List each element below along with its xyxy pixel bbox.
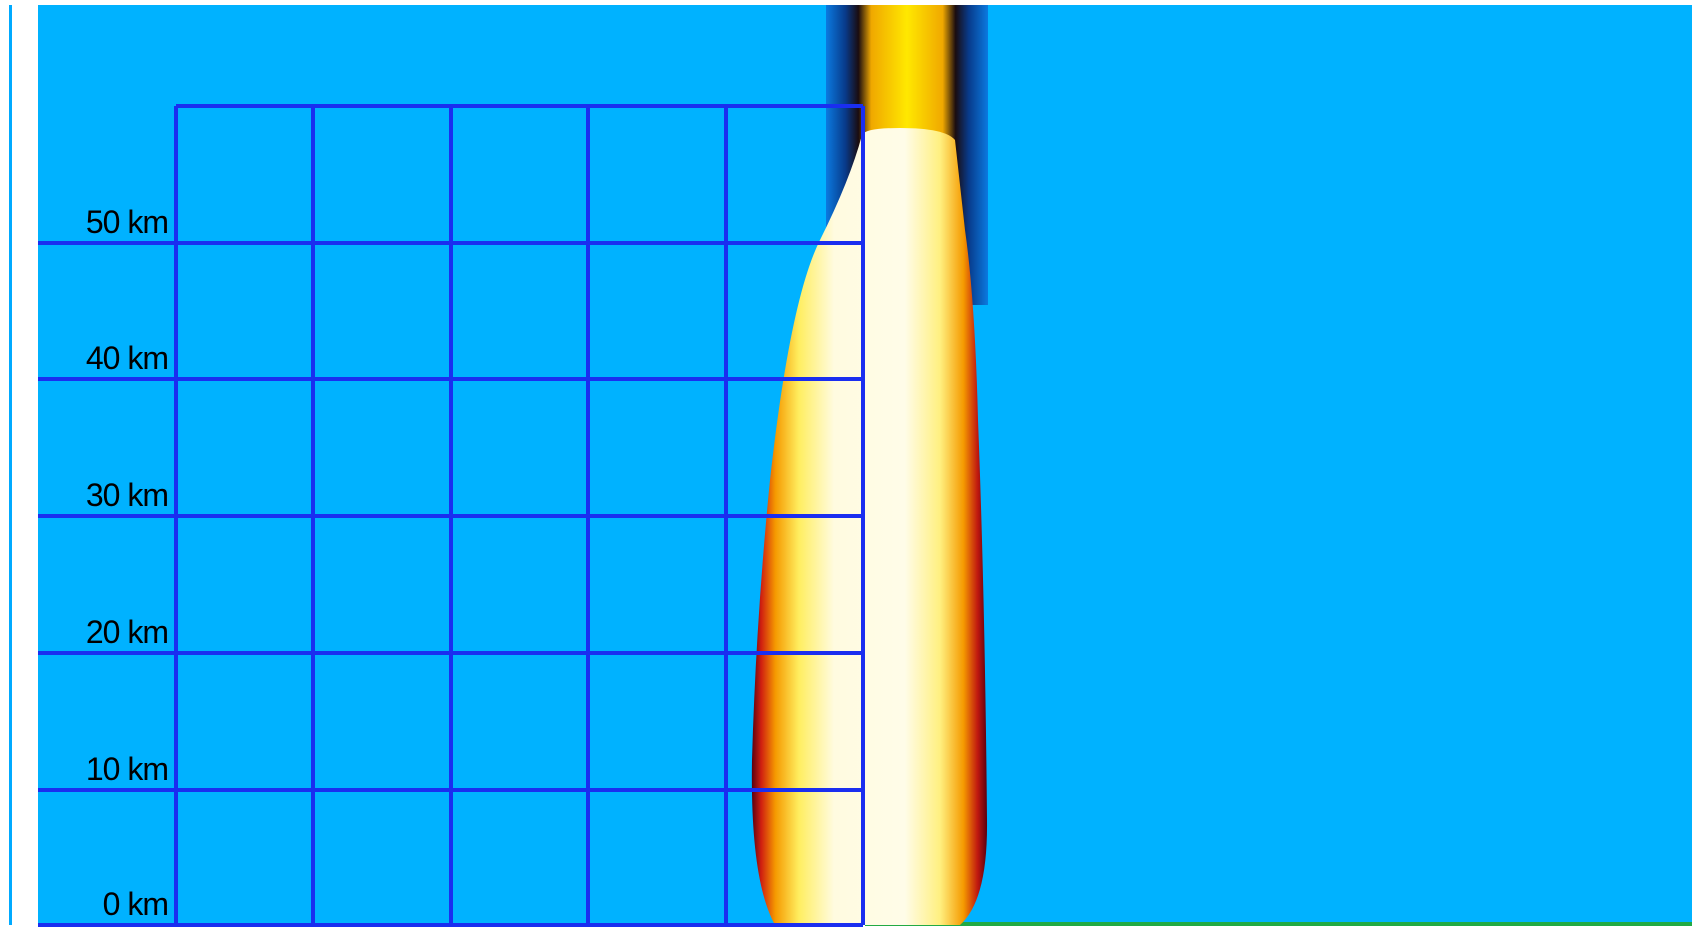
scale-label: 0 km	[103, 886, 168, 922]
side-strip	[9, 5, 12, 925]
scale-label: 50 km	[86, 204, 168, 240]
ground	[865, 922, 1692, 926]
scale-grid: 0 km 10 km 20 km 30 km 40 km 50 km	[38, 104, 865, 927]
scale-label: 10 km	[86, 751, 168, 787]
scale-label: 40 km	[86, 340, 168, 376]
scale-label: 20 km	[86, 614, 168, 650]
scale-label: 30 km	[86, 477, 168, 513]
plume	[751, 128, 988, 925]
